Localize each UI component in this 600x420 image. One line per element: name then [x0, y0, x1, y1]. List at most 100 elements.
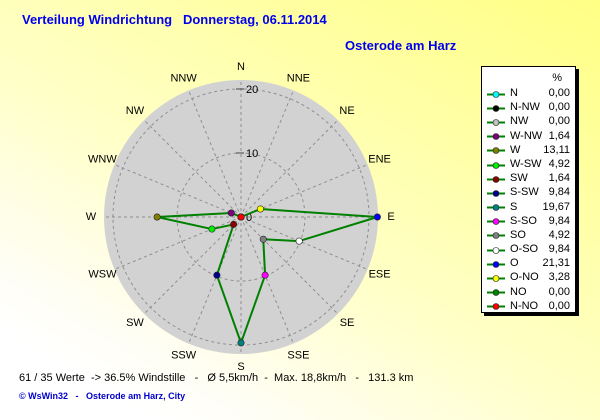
data-marker-W-SW — [208, 225, 216, 233]
legend-marker-icon — [486, 259, 510, 268]
legend-percent-value: 9,84 — [548, 214, 570, 227]
legend-marker-icon — [486, 287, 510, 297]
radial-tick-label: 20 — [246, 84, 258, 96]
legend-direction-label: W-SW — [510, 157, 542, 170]
legend-direction-label: N-NO — [510, 299, 539, 312]
legend-row-W: W 13,11 — [486, 143, 570, 157]
grid-spoke — [188, 216, 242, 344]
legend-row-S-SW: S-SW 9,84 — [486, 185, 570, 199]
legend-percent-value: 0,00 — [548, 285, 570, 298]
legend-row-W-SW: W-SW 4,92 — [486, 157, 570, 171]
grid-spoke — [240, 216, 294, 344]
grid-spoke — [188, 90, 242, 218]
legend-row-N: N 0,00 — [486, 86, 570, 100]
legend-direction-label: S — [510, 200, 518, 213]
legend-rows: N 0,00 N-NW 0,00 NW 0,00 W-NW 1,64 W 13,11 W-SW 4,9… — [486, 86, 570, 313]
legend-percent-value: 1,64 — [548, 172, 570, 185]
grid-spoke — [114, 164, 242, 218]
legend-marker-icon — [486, 89, 510, 98]
grid-spoke — [240, 216, 339, 315]
data-marker-O-NO — [256, 205, 264, 213]
legend-direction-label: O — [510, 257, 519, 270]
compass-label-SSE: SSE — [287, 349, 309, 361]
data-marker-SO — [259, 235, 267, 243]
legend-marker-icon — [486, 230, 510, 240]
compass-label-E: E — [387, 211, 394, 223]
data-marker-O — [373, 213, 381, 221]
legend-direction-label: O-SO — [510, 243, 539, 256]
legend-marker-icon — [486, 117, 510, 126]
legend-unit-header: % — [552, 72, 562, 84]
copyright-text: © WsWin32 - Osterode am Harz, City — [19, 391, 186, 401]
data-marker-S — [237, 339, 245, 347]
compass-label-S: S — [237, 361, 244, 373]
data-marker-O-SO — [295, 237, 303, 245]
legend-direction-label: S-SO — [510, 214, 537, 227]
legend-percent-value: 13,11 — [543, 143, 570, 156]
legend-row-O-NO: O-NO 3,28 — [486, 270, 570, 284]
legend-direction-label: SW — [510, 172, 528, 185]
compass-label-W: W — [86, 211, 97, 223]
legend-percent-value: 1,64 — [548, 129, 570, 142]
grid-spoke — [240, 119, 339, 218]
station-name: Osterode am Harz — [345, 38, 457, 53]
compass-label-ENE: ENE — [368, 154, 391, 166]
compass-label-NNW: NNW — [170, 72, 197, 84]
compass-label-SE: SE — [340, 317, 355, 329]
compass-label-NNE: NNE — [287, 72, 310, 84]
legend-percent-value: 0,00 — [548, 299, 570, 312]
legend-row-O: O 21,31 — [486, 256, 570, 270]
legend-row-S: S 19,67 — [486, 200, 570, 214]
legend-percent-value: 9,84 — [548, 243, 570, 256]
compass-label-SSW: SSW — [171, 349, 197, 361]
legend-percent-value: 4,92 — [548, 157, 570, 170]
legend-percent-value: 0,00 — [548, 87, 570, 99]
legend-direction-label: O-NO — [510, 271, 539, 284]
legend-direction-label: SO — [510, 228, 526, 241]
chart-title: Verteilung Windrichtung Donnerstag, 06.1… — [22, 12, 327, 27]
grid-spoke — [240, 216, 368, 270]
legend-percent-value: 21,31 — [542, 257, 570, 270]
data-marker-S-SO — [261, 271, 269, 279]
compass-label-NW: NW — [126, 105, 145, 117]
legend-marker-icon — [486, 216, 510, 226]
legend-row-O-SO: O-SO 9,84 — [486, 242, 570, 256]
legend-marker-icon — [486, 145, 510, 155]
grid-spoke — [240, 164, 368, 218]
data-marker-N-NO — [237, 213, 245, 221]
data-marker-W-NW — [227, 209, 235, 217]
legend-row-W-NW: W-NW 1,64 — [486, 129, 570, 143]
legend-row-N-NW: N-NW 0,00 — [486, 100, 570, 114]
legend-marker-icon — [486, 131, 510, 140]
legend-row-N-NO: N-NO 0,00 — [486, 299, 570, 313]
legend-direction-label: N — [510, 87, 518, 99]
grid-spoke — [143, 119, 242, 218]
legend-direction-label: NO — [510, 285, 527, 298]
legend-direction-label: S-SW — [510, 186, 539, 199]
legend-marker-icon — [486, 273, 510, 282]
compass-label-WSW: WSW — [88, 268, 117, 280]
legend-marker-icon — [486, 202, 510, 211]
legend-percent-value: 9,84 — [548, 186, 570, 199]
radial-tick-label: 0 — [246, 212, 252, 224]
status-summary: 61 / 35 Werte -> 36.5% Windstille - Ø 5,… — [19, 372, 414, 384]
radial-tick-label: 10 — [246, 148, 258, 160]
data-marker-SW — [230, 220, 238, 228]
legend-box: % N 0,00 N-NW 0,00 NW 0,00 W-NW 1,64 W 13,11 W-SW 4… — [481, 66, 576, 313]
legend-percent-value: 0,00 — [548, 115, 570, 128]
legend-marker-icon — [486, 188, 510, 197]
compass-label-SW: SW — [126, 317, 144, 329]
legend-marker-icon — [486, 160, 510, 169]
legend-percent-value: 3,28 — [548, 271, 570, 284]
legend-row-S-SO: S-SO 9,84 — [486, 214, 570, 228]
grid-spoke — [114, 216, 242, 270]
legend-direction-label: W — [510, 143, 521, 156]
data-marker-S-SW — [213, 271, 221, 279]
legend-marker-icon — [486, 174, 510, 183]
legend-direction-label: N-NW — [510, 101, 540, 114]
legend-marker-icon — [486, 245, 510, 254]
legend-direction-label: NW — [510, 115, 529, 128]
legend-row-NW: NW 0,00 — [486, 114, 570, 128]
grid-spoke — [143, 216, 242, 315]
